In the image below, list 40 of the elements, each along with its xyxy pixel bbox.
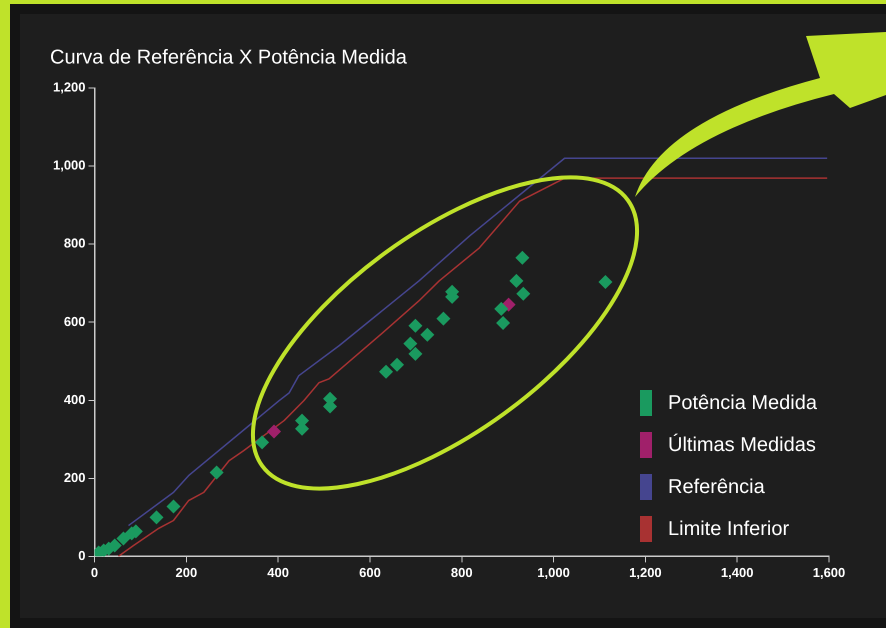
y-tick-label: 400: [64, 392, 86, 407]
point: [436, 312, 450, 326]
y-tick-label: 0: [78, 548, 86, 563]
x-tick-label: 1,200: [629, 564, 662, 580]
point: [255, 435, 270, 450]
point: [267, 424, 282, 438]
point: [496, 316, 510, 330]
point: [150, 510, 164, 524]
point: [598, 274, 612, 289]
x-tick-label: 200: [175, 564, 198, 580]
legend-label: Limite Inferior: [668, 518, 790, 540]
point: [516, 286, 530, 301]
point: [379, 364, 394, 379]
point: [210, 465, 224, 480]
x-tick-label: 400: [267, 564, 289, 580]
point: [494, 302, 508, 316]
point: [515, 250, 530, 265]
point: [509, 274, 524, 288]
chart-title: Curva de Referência X Potência Medida: [50, 46, 408, 69]
point: [408, 346, 422, 361]
x-tick-label: 1,000: [537, 564, 570, 580]
x-tick-label: 1,400: [720, 564, 754, 580]
y-tick-label: 800: [64, 236, 86, 251]
point: [390, 358, 404, 372]
point: [403, 336, 418, 351]
legend-label: Referência: [668, 476, 765, 498]
y-tick-label: 200: [64, 470, 86, 485]
point: [408, 318, 422, 333]
point: [166, 499, 180, 514]
y-tick-label: 1,000: [52, 158, 86, 173]
x-tick-label: 0: [90, 564, 98, 580]
y-tick-label: 600: [64, 314, 86, 329]
x-tick-label: 800: [450, 564, 473, 580]
point: [420, 328, 434, 342]
legend-label: Últimas Medidas: [668, 434, 816, 456]
point: [116, 531, 130, 546]
x-tick-label: 600: [359, 564, 381, 580]
legend-label: Potência Medida: [668, 392, 817, 414]
x-tick-label: 1,600: [812, 564, 846, 580]
y-tick-label: 1,200: [52, 80, 86, 95]
